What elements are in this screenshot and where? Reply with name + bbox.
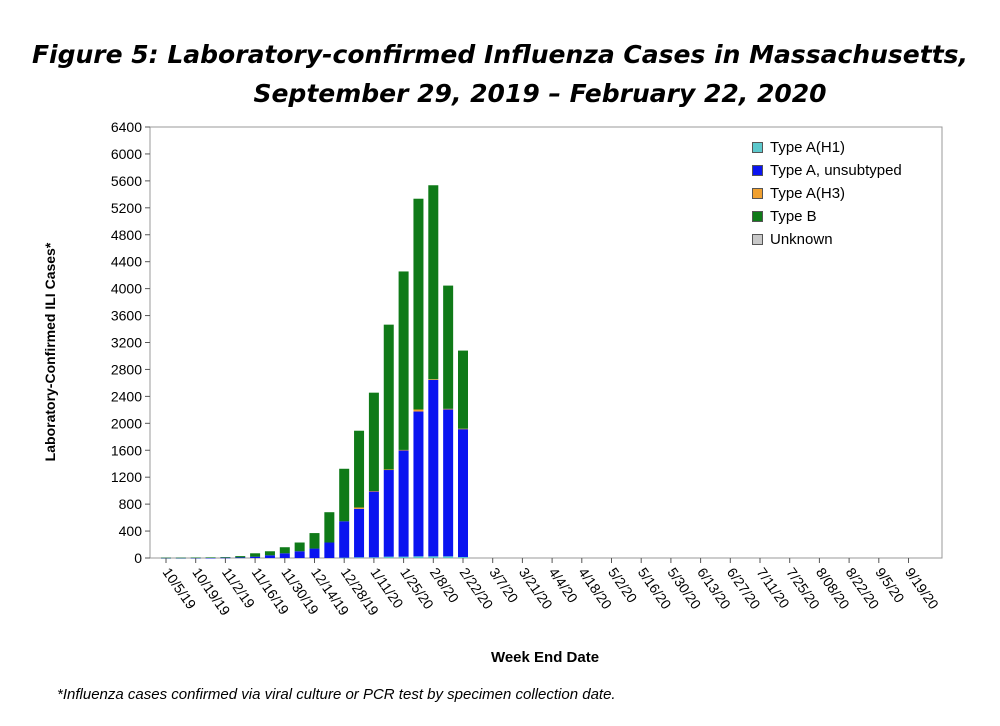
bar-segment bbox=[294, 542, 305, 552]
bar-segment bbox=[428, 185, 439, 380]
bar-segment bbox=[264, 551, 275, 556]
bar-segment bbox=[339, 557, 350, 559]
legend-label: Type A(H3) bbox=[770, 185, 846, 202]
y-tick-label: 400 bbox=[119, 523, 143, 539]
bar-segment bbox=[368, 557, 379, 558]
x-tick-label: 9/19/20 bbox=[902, 565, 942, 613]
y-tick-label: 1200 bbox=[111, 469, 142, 485]
y-tick-label: 2400 bbox=[111, 388, 142, 404]
bar-segment bbox=[309, 533, 320, 549]
bar-segment bbox=[428, 379, 439, 557]
legend-label: Unknown bbox=[770, 231, 833, 248]
bar-segment bbox=[443, 285, 454, 409]
bar-segment bbox=[398, 271, 409, 450]
bar-segment bbox=[458, 429, 468, 557]
bar-segment bbox=[354, 430, 365, 508]
bar-segment bbox=[220, 557, 231, 559]
bar-segment bbox=[413, 411, 424, 557]
bar-segment bbox=[250, 553, 261, 557]
bar-segment bbox=[443, 409, 454, 557]
bar-segment bbox=[413, 556, 424, 558]
bar-segment bbox=[458, 556, 468, 558]
bar-segment bbox=[413, 409, 424, 412]
legend-swatch bbox=[752, 142, 763, 153]
y-tick-label: 4400 bbox=[111, 254, 142, 270]
bar-segment bbox=[428, 379, 439, 380]
legend-swatch bbox=[752, 211, 763, 222]
legend: Type A(H1) Type A, unsubtyped Type A(H3) Ty… bbox=[752, 136, 902, 251]
bar-segment bbox=[398, 450, 409, 557]
bar-segment bbox=[294, 551, 305, 558]
bar-segment bbox=[428, 556, 439, 558]
bar-segment bbox=[205, 557, 216, 559]
legend-item: Type A(H3) bbox=[752, 182, 902, 205]
y-tick-label: 6400 bbox=[111, 119, 142, 135]
y-tick-label: 800 bbox=[119, 496, 143, 512]
bar-segment bbox=[339, 468, 350, 522]
y-axis-label: Laboratory-Confirmed ILI Cases* bbox=[42, 242, 58, 462]
bar-segment bbox=[398, 449, 409, 451]
bar-segment bbox=[235, 557, 246, 559]
bar-segment bbox=[443, 408, 454, 410]
bar-segment bbox=[368, 490, 379, 492]
chart-title-line-2: September 29, 2019 – February 22, 2020 bbox=[253, 79, 827, 108]
y-tick-label: 1600 bbox=[111, 442, 142, 458]
y-tick-label: 3200 bbox=[111, 335, 142, 351]
y-tick-label: 2000 bbox=[111, 415, 142, 431]
bar-segment bbox=[279, 553, 290, 558]
legend-swatch bbox=[752, 188, 763, 199]
bar-segment bbox=[354, 507, 365, 509]
bar-segment bbox=[354, 557, 365, 558]
bar-segment bbox=[383, 469, 394, 557]
bar-segment bbox=[161, 557, 171, 559]
legend-label: Type A, unsubtyped bbox=[770, 162, 902, 179]
bar-segment bbox=[264, 555, 275, 558]
legend-swatch bbox=[752, 165, 763, 176]
bar-segment bbox=[458, 350, 468, 429]
bar-segment bbox=[324, 512, 335, 543]
y-tick-label: 6000 bbox=[111, 146, 142, 162]
bar-segment bbox=[220, 557, 231, 558]
bar-segment bbox=[250, 556, 261, 558]
bar-segment bbox=[205, 557, 216, 558]
bar-segment bbox=[383, 324, 394, 470]
y-tick-label: 3600 bbox=[111, 308, 142, 324]
y-tick-label: 5600 bbox=[111, 173, 142, 189]
bar-segment bbox=[398, 556, 409, 558]
legend-item: Type B bbox=[752, 205, 902, 228]
legend-item: Unknown bbox=[752, 228, 902, 251]
legend-item: Type A(H1) bbox=[752, 136, 902, 159]
bar-segment bbox=[458, 428, 468, 430]
y-tick-label: 2800 bbox=[111, 361, 142, 377]
chart-title-line-1: Figure 5: Laboratory-confirmed Influenza… bbox=[31, 40, 969, 69]
y-tick-label: 4000 bbox=[111, 281, 142, 297]
bar-segment bbox=[309, 548, 320, 558]
bar-segment bbox=[190, 557, 201, 559]
y-tick-label: 5200 bbox=[111, 200, 142, 216]
bar-segment bbox=[279, 547, 290, 554]
legend-swatch bbox=[752, 234, 763, 245]
legend-label: Type A(H1) bbox=[770, 139, 846, 156]
bar-segment bbox=[368, 392, 379, 491]
x-axis-label: Week End Date bbox=[490, 649, 600, 666]
y-tick-label: 0 bbox=[134, 550, 142, 566]
legend-item: Type A, unsubtyped bbox=[752, 159, 902, 182]
bar-segment bbox=[368, 491, 379, 558]
bar-segment bbox=[383, 469, 394, 471]
bar-segment bbox=[383, 556, 394, 558]
bar-segment bbox=[413, 198, 424, 410]
bar-segment bbox=[324, 542, 335, 558]
bar-segment bbox=[175, 557, 186, 559]
legend-label: Type B bbox=[770, 208, 817, 225]
bar-segment bbox=[235, 556, 246, 558]
bar-segment bbox=[443, 556, 454, 558]
bar-segment bbox=[354, 508, 365, 558]
bar-segment bbox=[339, 521, 350, 558]
y-tick-label: 4800 bbox=[111, 227, 142, 243]
footnote: *Influenza cases confirmed via viral cul… bbox=[57, 686, 616, 703]
